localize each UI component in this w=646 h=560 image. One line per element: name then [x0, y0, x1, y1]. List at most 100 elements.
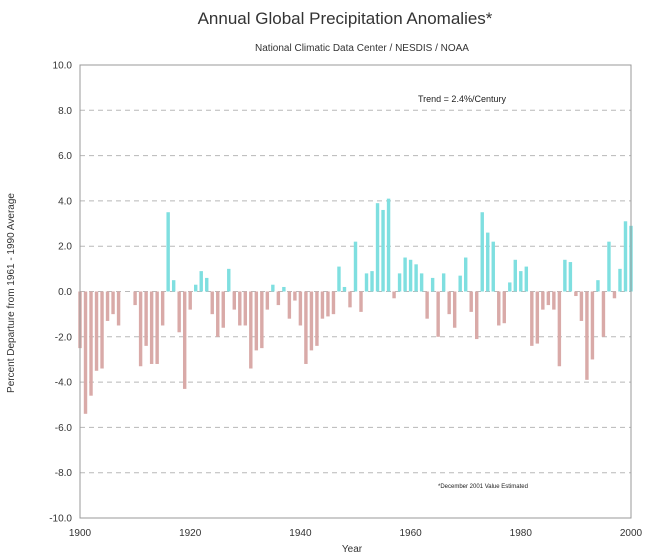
- y-tick-labels: 10.0 8.0 6.0 4.0 2.0 0.0 -2.0 -4.0 -6.0 -8.0 -10.0: [49, 61, 72, 525]
- bar: [249, 291, 253, 369]
- bar: [618, 268, 622, 292]
- bar: [254, 291, 259, 351]
- bar: [353, 241, 358, 292]
- bar: [508, 282, 512, 292]
- bar: [293, 291, 297, 301]
- bar: [596, 280, 600, 292]
- bar: [210, 291, 214, 315]
- bar: [216, 291, 220, 337]
- bar: [447, 291, 451, 315]
- bar: [486, 232, 490, 292]
- bar: [392, 291, 396, 299]
- bar: [149, 291, 154, 364]
- x-tick-label: 1980: [510, 528, 533, 539]
- bars: [78, 198, 633, 414]
- bar: [194, 284, 198, 292]
- bar: [375, 203, 380, 292]
- chart-title: Annual Global Precipitation Anomalies*: [198, 9, 493, 28]
- bar: [436, 291, 440, 337]
- bar: [491, 241, 495, 292]
- bar: [182, 291, 187, 389]
- bar: [535, 291, 540, 344]
- bar: [342, 286, 347, 292]
- bar: [585, 291, 589, 380]
- bar: [552, 291, 556, 310]
- bar: [331, 291, 336, 315]
- trend-annotation: Trend = 2.4%/Century: [418, 94, 506, 104]
- bar: [243, 291, 248, 326]
- bar: [177, 291, 181, 333]
- bar: [320, 291, 325, 319]
- bar: [271, 284, 275, 292]
- y-tick-label: 4.0: [58, 196, 72, 207]
- bar: [469, 291, 473, 312]
- bar: [513, 259, 517, 292]
- y-tick-label: -10.0: [49, 514, 72, 525]
- bar: [111, 291, 115, 315]
- bar: [541, 291, 545, 310]
- y-tick-label: 6.0: [58, 151, 72, 162]
- x-tick-labels: 1900 1920 1940 1960 1980 2000: [69, 528, 643, 539]
- x-tick-label: 1960: [399, 528, 422, 539]
- bar: [138, 291, 143, 367]
- bar: [530, 291, 534, 346]
- bar: [348, 291, 352, 308]
- y-axis-label: Percent Departure from 1961 - 1990 Avera…: [6, 193, 17, 393]
- bar: [546, 291, 551, 306]
- bar: [89, 291, 93, 396]
- bar: [287, 291, 292, 319]
- bar: [463, 257, 468, 292]
- y-tick-label: -4.0: [55, 378, 73, 389]
- bar: [524, 266, 529, 292]
- bar: [83, 291, 88, 414]
- bar: [408, 259, 413, 292]
- bar: [397, 273, 402, 292]
- bar: [370, 271, 374, 292]
- bar: [623, 221, 628, 292]
- bar: [590, 291, 595, 360]
- gridlines: [80, 64, 631, 519]
- bar: [601, 291, 606, 337]
- plot-frame: [79, 64, 632, 519]
- bar: [452, 291, 457, 328]
- bar: [326, 291, 330, 317]
- bar: [497, 291, 501, 326]
- bar: [105, 291, 110, 321]
- x-tick-label: 1900: [69, 528, 92, 539]
- bar: [315, 291, 319, 346]
- bar: [480, 212, 484, 292]
- bar: [94, 291, 99, 371]
- bar: [265, 291, 270, 310]
- y-tick-label: 8.0: [58, 106, 72, 117]
- bar: [227, 268, 231, 292]
- x-tick-label: 2000: [620, 528, 643, 539]
- bar: [359, 291, 363, 312]
- bar: [425, 291, 429, 319]
- bar: [260, 291, 264, 349]
- bar: [386, 198, 391, 292]
- bar: [612, 291, 617, 299]
- bar: [441, 273, 446, 292]
- bar: [205, 277, 209, 292]
- bar: [364, 273, 369, 292]
- bar: [458, 275, 462, 292]
- bar: [298, 291, 303, 326]
- bar: [199, 271, 203, 292]
- bar: [337, 266, 341, 292]
- bar: [282, 286, 286, 292]
- x-tick-label: 1920: [179, 528, 202, 539]
- bar: [171, 280, 176, 292]
- y-tick-label: -6.0: [55, 423, 73, 434]
- bar: [419, 273, 424, 292]
- bar: [304, 291, 308, 364]
- bar: [563, 259, 567, 292]
- bar: [557, 291, 562, 367]
- x-axis-label: Year: [342, 544, 363, 555]
- y-tick-label: -8.0: [55, 468, 73, 479]
- footnote: *December 2001 Value Estimated: [438, 484, 528, 490]
- bar: [155, 291, 159, 364]
- bar: [568, 262, 573, 292]
- bar: [232, 291, 236, 310]
- y-tick-label: 2.0: [58, 242, 72, 253]
